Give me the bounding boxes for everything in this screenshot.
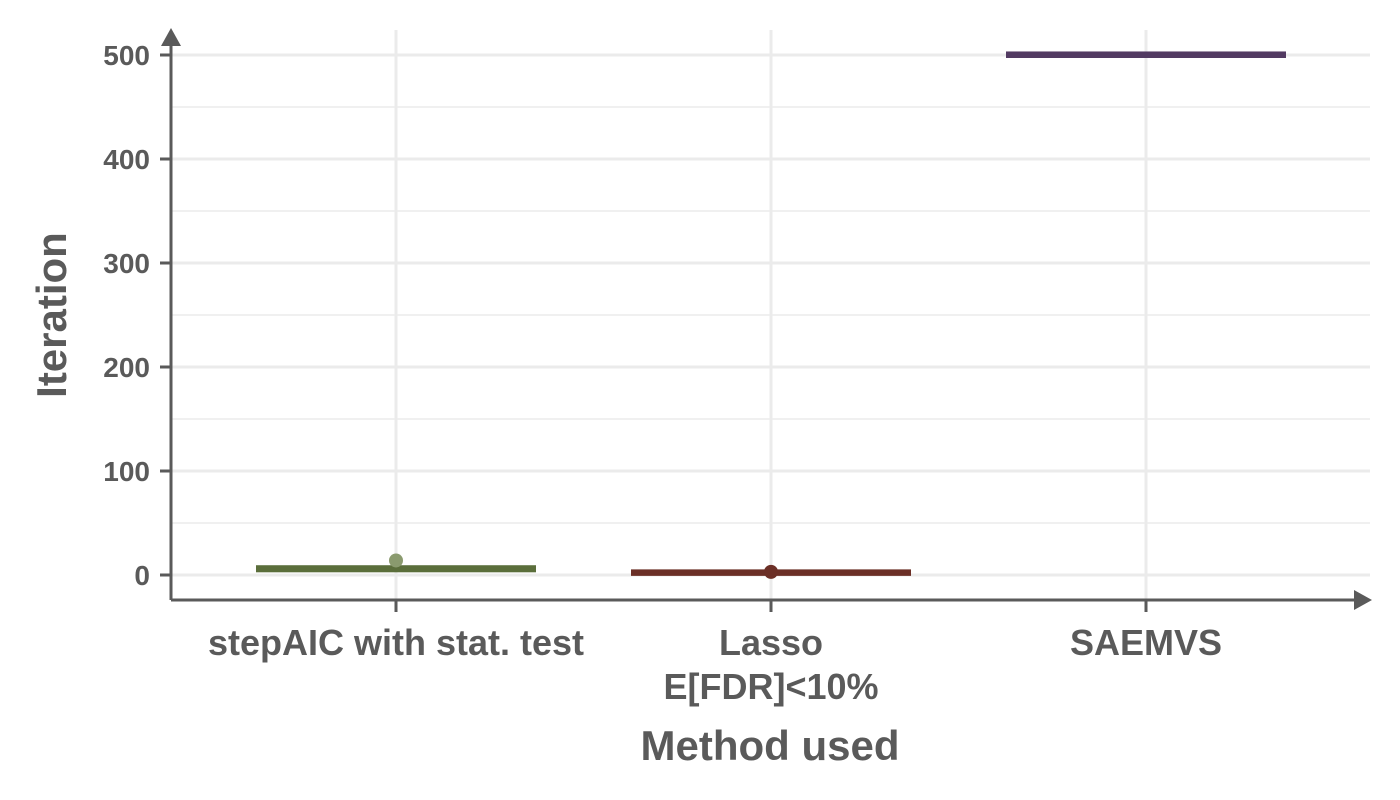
x-tick-label: Lasso E[FDR]<10% [663,622,878,707]
y-tick-label: 400 [103,144,150,175]
x-tick-label-line: E[FDR]<10% [663,666,878,707]
x-tick-label-line: stepAIC with stat. test [208,622,584,663]
y-tick-label: 0 [134,560,150,591]
box-outlier-point [764,564,778,579]
x-tick-label: stepAIC with stat. test [208,622,584,663]
y-tick-label: 500 [103,40,150,71]
x-axis-arrow [1354,590,1372,610]
x-axis-title: Method used [641,722,900,769]
x-tick-label: SAEMVS [1070,622,1222,663]
boxes [256,51,1286,579]
box-outlier-point [389,553,403,568]
y-tick-label: 100 [103,456,150,487]
box [1006,51,1286,58]
box [631,564,911,579]
y-axis-title: Iteration [28,232,75,398]
axes [161,28,1372,610]
box [256,553,536,573]
x-tick-label-line: Lasso [719,622,823,663]
x-tick-label-line: SAEMVS [1070,622,1222,663]
y-axis-arrow [161,28,181,46]
y-tick-labels: 0 100 200 300 400 500 [103,40,171,591]
x-tick-labels: stepAIC with stat. test Lasso E[FDR]<10% SA… [208,600,1222,707]
grid-lines [171,30,1370,600]
y-tick-label: 200 [103,352,150,383]
y-tick-label: 300 [103,248,150,279]
